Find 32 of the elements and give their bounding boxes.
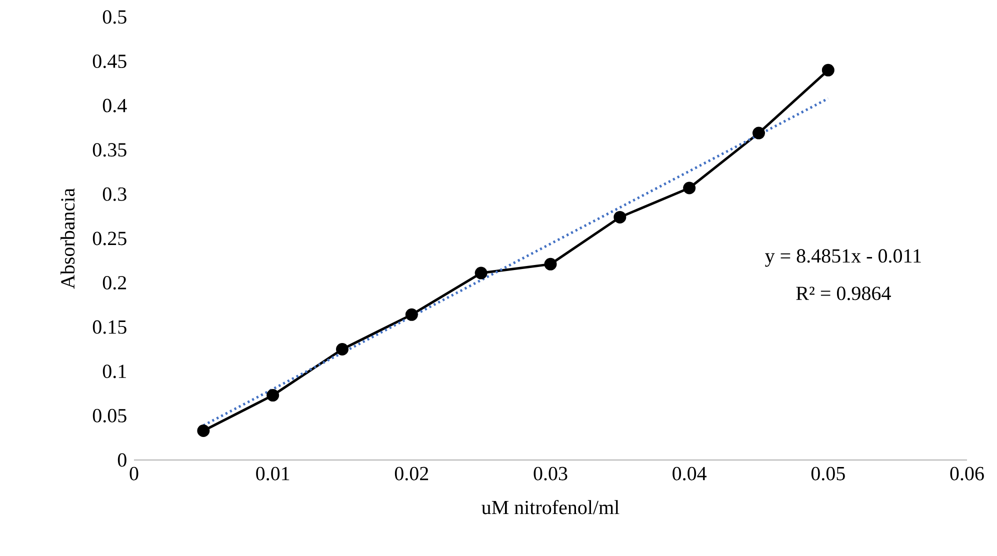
x-tick-label: 0.06	[950, 466, 984, 480]
y-tick-label: 0.25	[92, 232, 126, 246]
y-tick-label: 0.4	[102, 98, 127, 112]
y-tick-label: 0.3	[102, 187, 126, 201]
y-tick-label: 0.2	[102, 276, 126, 290]
y-axis-title: Absorbancia	[60, 188, 75, 289]
point	[405, 308, 418, 321]
point	[474, 266, 488, 280]
point	[822, 64, 834, 76]
point	[197, 424, 210, 437]
x-tick-label: 0.03	[534, 466, 568, 480]
x-tick-label: 0.04	[672, 466, 707, 480]
point	[266, 389, 280, 402]
y-tick-label: 0.1	[102, 364, 126, 378]
x-tick-label: 0.01	[256, 466, 290, 480]
point	[752, 126, 765, 140]
point	[336, 342, 348, 356]
y-tick-label: 0	[118, 453, 126, 467]
x-tick-label: 0.05	[811, 466, 845, 480]
point	[683, 182, 696, 194]
point	[614, 210, 626, 224]
y-tick-label: 0.05	[92, 408, 126, 422]
annotation: R² = 0.9864	[796, 286, 891, 300]
y-tick-label: 0.15	[92, 320, 126, 334]
x-tick-label: 0	[130, 466, 138, 480]
x-tick-label: 0.02	[394, 466, 428, 480]
y-tick-label: 0.35	[92, 143, 126, 157]
x-axis-title: uM nitrofenol/ml	[482, 500, 620, 514]
y-tick-label: 0.45	[92, 54, 126, 68]
annotation: y = 8.4851x - 0.011	[765, 249, 921, 267]
y-tick-label: 0.5	[102, 10, 126, 24]
point	[544, 258, 557, 270]
